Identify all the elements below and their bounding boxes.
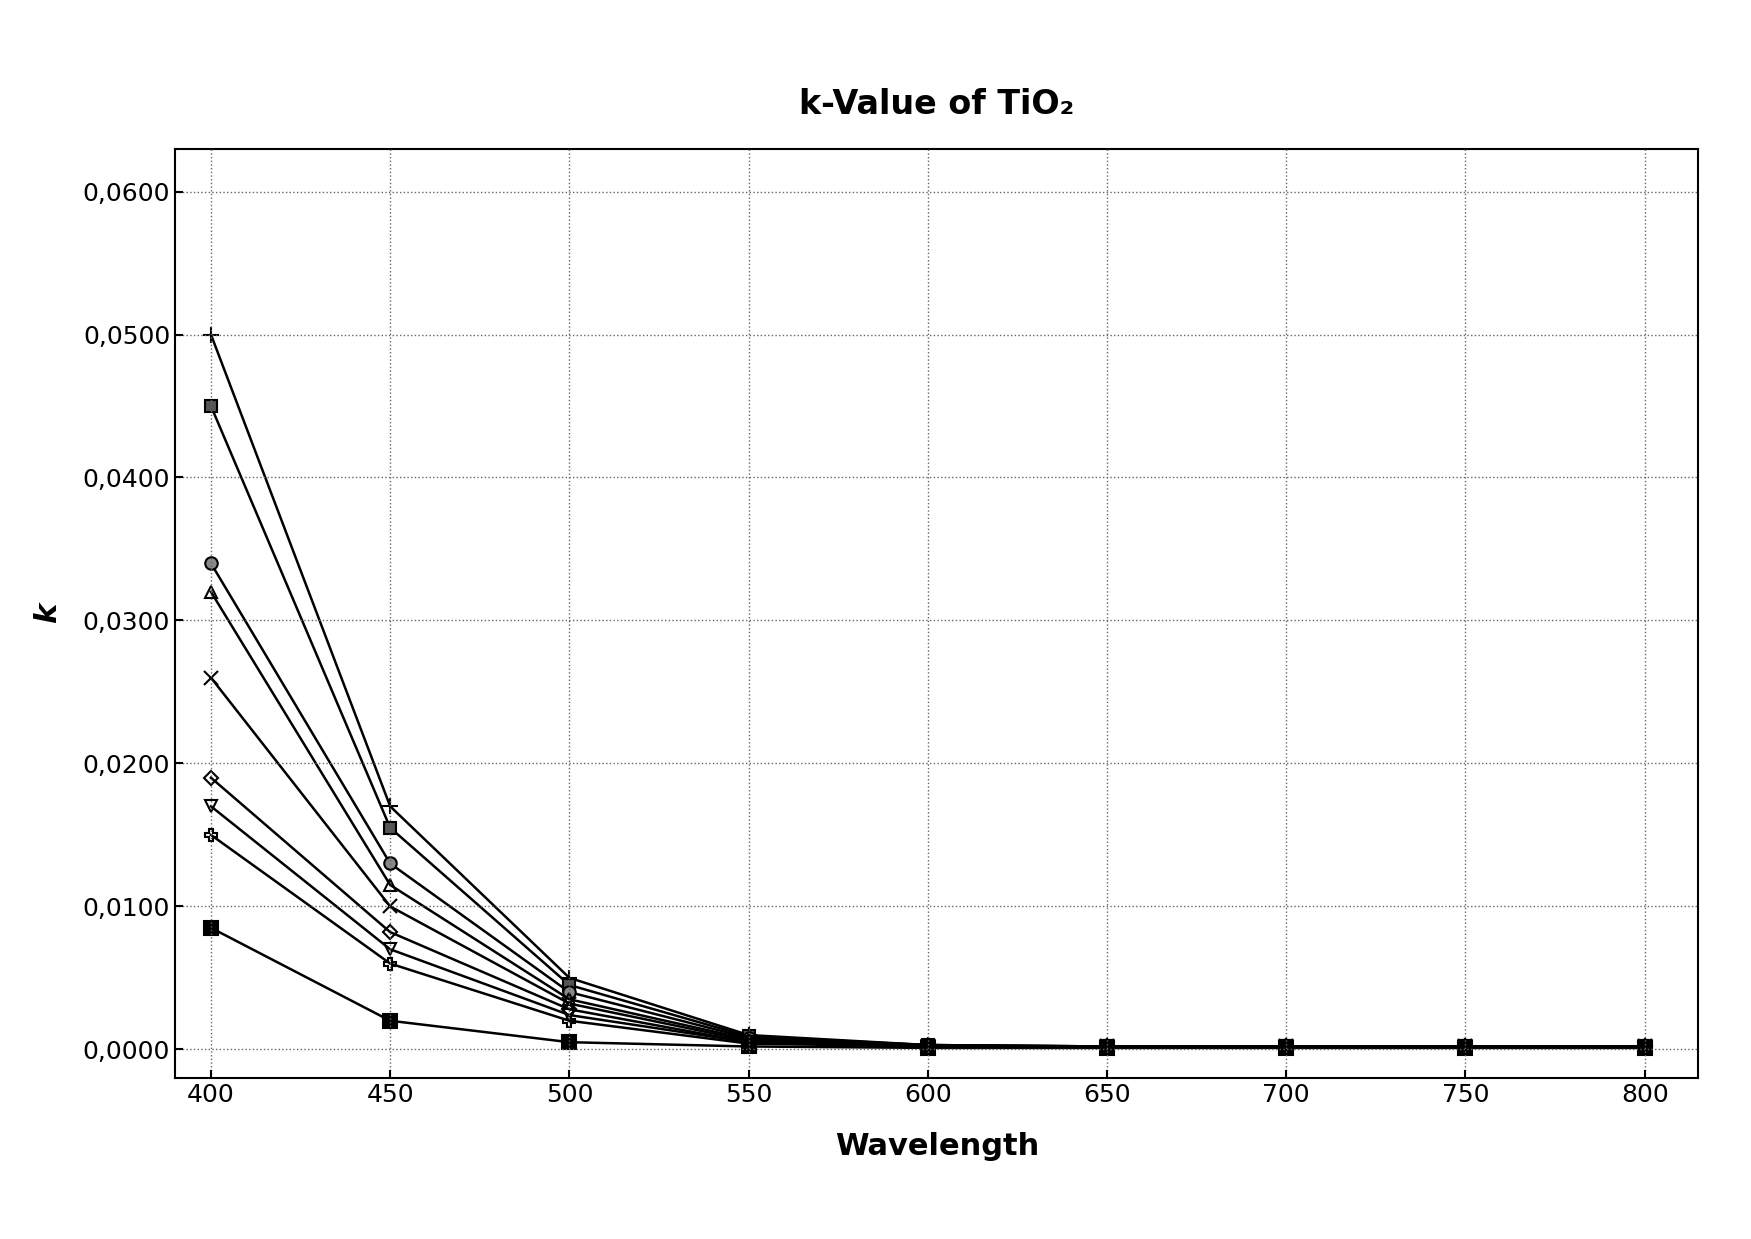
Title: k-Value of TiO₂: k-Value of TiO₂ [798, 88, 1075, 121]
X-axis label: Wavelength: Wavelength [835, 1131, 1038, 1161]
Y-axis label: k: k [33, 603, 61, 623]
